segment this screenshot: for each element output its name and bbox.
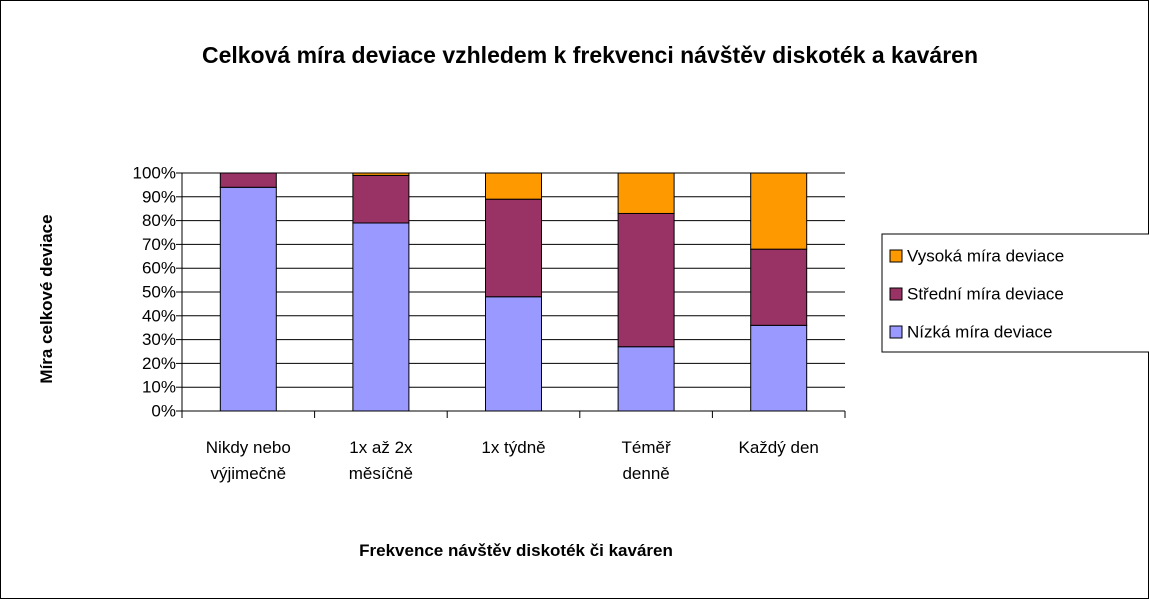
bar-segment <box>617 172 675 214</box>
y-tick-label: 20% <box>142 354 176 373</box>
x-tick-label: Každý den <box>738 438 819 457</box>
bar-segment <box>750 324 808 412</box>
bar-segment <box>219 186 277 412</box>
bar-segment <box>485 198 542 298</box>
x-tick-label: Téměř denně <box>621 438 671 483</box>
bar-segment <box>750 172 808 250</box>
y-tick-label: 90% <box>142 187 176 206</box>
bar-segment <box>352 174 410 224</box>
x-tick-label: 1x týdně <box>481 438 546 457</box>
bar-segment <box>485 172 542 200</box>
y-tick-label: 10% <box>142 378 176 397</box>
y-tick-label: 30% <box>142 330 176 349</box>
legend-label: Nízká míra deviace <box>907 322 1053 341</box>
x-tick-label: Nikdy nebo výjimečně <box>205 438 291 483</box>
legend-label: Střední míra deviace <box>907 284 1064 303</box>
legend-swatch <box>889 287 903 301</box>
y-tick-label: 60% <box>142 259 176 278</box>
bar-segment <box>617 212 675 348</box>
bar-segment <box>352 172 410 176</box>
legend-swatch <box>889 249 903 263</box>
bar-segment <box>219 172 277 188</box>
bar-segment <box>485 296 542 412</box>
y-tick-label: 70% <box>142 235 176 254</box>
x-axis-title: Frekvence návštěv diskoték či kaváren <box>359 541 673 560</box>
legend-swatch <box>889 325 903 339</box>
legend: Vysoká míra deviace Střední míra deviace N… <box>881 233 1149 353</box>
legend-label: Vysoká míra deviace <box>907 246 1064 265</box>
y-tick-label: 80% <box>142 211 176 230</box>
x-tick-label: 1x až 2x měsíčně <box>348 438 414 483</box>
y-tick-label: 0% <box>151 401 176 420</box>
bar-segment <box>617 346 675 412</box>
bar-segment <box>352 222 410 412</box>
bar-segment <box>750 248 808 326</box>
chart-title: Celková míra deviace vzhledem k frekvenc… <box>201 42 979 68</box>
y-tick-label: 100% <box>133 163 176 182</box>
y-tick-label: 40% <box>142 306 176 325</box>
y-tick-label: 50% <box>142 282 176 301</box>
legend-box <box>881 233 1149 353</box>
